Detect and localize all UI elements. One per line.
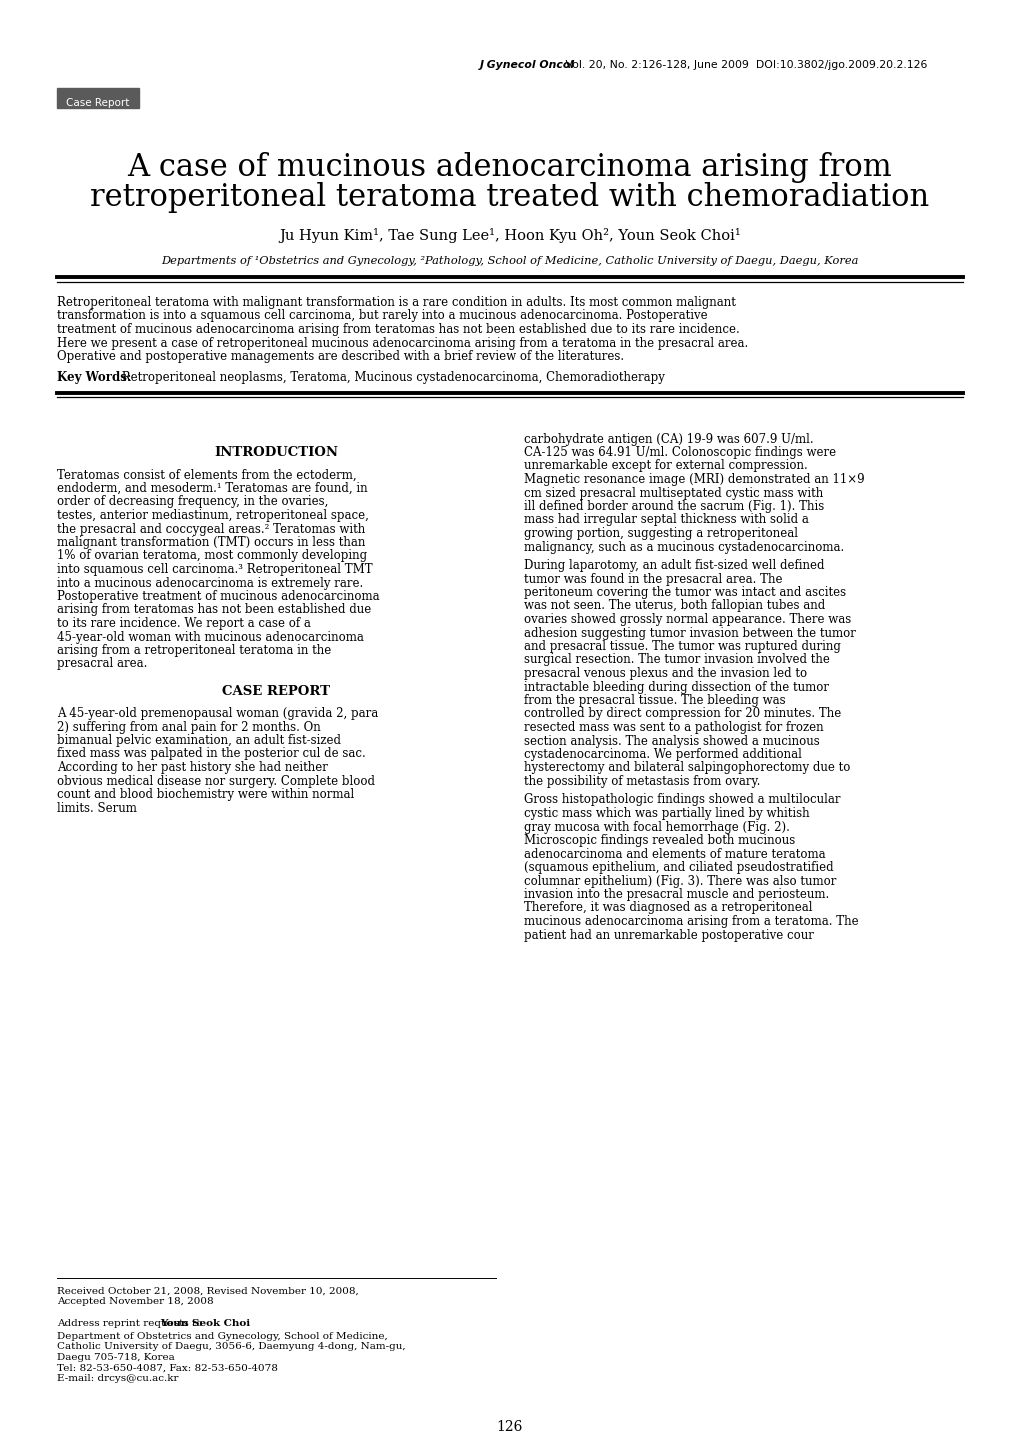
Text: limits. Serum: limits. Serum: [57, 802, 137, 815]
Text: and presacral tissue. The tumor was ruptured during: and presacral tissue. The tumor was rupt…: [524, 640, 840, 653]
Text: Ju Hyun Kim¹, Tae Sung Lee¹, Hoon Kyu Oh², Youn Seok Choi¹: Ju Hyun Kim¹, Tae Sung Lee¹, Hoon Kyu Oh…: [279, 228, 740, 244]
Text: Youn Seok Choi: Youn Seok Choi: [160, 1319, 250, 1328]
Text: fixed mass was palpated in the posterior cul de sac.: fixed mass was palpated in the posterior…: [57, 747, 366, 760]
Text: Therefore, it was diagnosed as a retroperitoneal: Therefore, it was diagnosed as a retrope…: [524, 901, 812, 914]
Text: intractable bleeding during dissection of the tumor: intractable bleeding during dissection o…: [524, 681, 828, 694]
Text: patient had an unremarkable postoperative cour: patient had an unremarkable postoperativ…: [524, 929, 813, 942]
Text: malignant transformation (TMT) occurs in less than: malignant transformation (TMT) occurs in…: [57, 536, 365, 549]
Text: According to her past history she had neither: According to her past history she had ne…: [57, 761, 327, 774]
Text: treatment of mucinous adenocarcinoma arising from teratomas has not been establi: treatment of mucinous adenocarcinoma ari…: [57, 323, 739, 336]
Text: carbohydrate antigen (CA) 19-9 was 607.9 U/ml.: carbohydrate antigen (CA) 19-9 was 607.9…: [524, 433, 813, 446]
Text: Received October 21, 2008, Revised November 10, 2008,
Accepted November 18, 2008: Received October 21, 2008, Revised Novem…: [57, 1288, 359, 1306]
Text: malignancy, such as a mucinous cystadenocarcinoma.: malignancy, such as a mucinous cystadeno…: [524, 541, 844, 554]
Text: unremarkable except for external compression.: unremarkable except for external compres…: [524, 460, 807, 473]
Text: ovaries showed grossly normal appearance. There was: ovaries showed grossly normal appearance…: [524, 613, 851, 626]
Text: into a mucinous adenocarcinoma is extremely rare.: into a mucinous adenocarcinoma is extrem…: [57, 577, 363, 590]
Text: cystic mass which was partially lined by whitish: cystic mass which was partially lined by…: [524, 808, 809, 820]
Text: INTRODUCTION: INTRODUCTION: [214, 447, 338, 460]
Text: adhesion suggesting tumor invasion between the tumor: adhesion suggesting tumor invasion betwe…: [524, 626, 855, 639]
Text: controlled by direct compression for 20 minutes. The: controlled by direct compression for 20 …: [524, 708, 841, 721]
Text: Microscopic findings revealed both mucinous: Microscopic findings revealed both mucin…: [524, 833, 795, 846]
Text: 45-year-old woman with mucinous adenocarcinoma: 45-year-old woman with mucinous adenocar…: [57, 630, 364, 643]
Text: A case of mucinous adenocarcinoma arising from: A case of mucinous adenocarcinoma arisin…: [127, 151, 892, 183]
Text: Vol. 20, No. 2:126-128, June 2009  DOI:10.3802/jgo.2009.20.2.126: Vol. 20, No. 2:126-128, June 2009 DOI:10…: [561, 61, 926, 71]
Text: endoderm, and mesoderm.¹ Teratomas are found, in: endoderm, and mesoderm.¹ Teratomas are f…: [57, 482, 367, 495]
Text: count and blood biochemistry were within normal: count and blood biochemistry were within…: [57, 787, 354, 800]
Text: ill defined border around the sacrum (Fig. 1). This: ill defined border around the sacrum (Fi…: [524, 500, 823, 513]
Text: to its rare incidence. We report a case of a: to its rare incidence. We report a case …: [57, 617, 311, 630]
Text: tumor was found in the presacral area. The: tumor was found in the presacral area. T…: [524, 572, 782, 585]
Text: adenocarcinoma and elements of mature teratoma: adenocarcinoma and elements of mature te…: [524, 848, 824, 861]
Text: A 45-year-old premenopausal woman (gravida 2, para: A 45-year-old premenopausal woman (gravi…: [57, 707, 378, 720]
Text: obvious medical disease nor surgery. Complete blood: obvious medical disease nor surgery. Com…: [57, 774, 375, 787]
Text: bimanual pelvic examination, an adult fist-sized: bimanual pelvic examination, an adult fi…: [57, 734, 340, 747]
Text: Gross histopathologic findings showed a multilocular: Gross histopathologic findings showed a …: [524, 793, 840, 806]
Text: Department of Obstetrics and Gynecology, School of Medicine,
Catholic University: Department of Obstetrics and Gynecology,…: [57, 1332, 406, 1383]
Text: arising from teratomas has not been established due: arising from teratomas has not been esta…: [57, 604, 371, 617]
Text: CA-125 was 64.91 U/ml. Colonoscopic findings were: CA-125 was 64.91 U/ml. Colonoscopic find…: [524, 446, 836, 459]
Text: Postoperative treatment of mucinous adenocarcinoma: Postoperative treatment of mucinous aden…: [57, 590, 379, 603]
Text: Here we present a case of retroperitoneal mucinous adenocarcinoma arising from a: Here we present a case of retroperitonea…: [57, 336, 748, 349]
Text: growing portion, suggesting a retroperitoneal: growing portion, suggesting a retroperit…: [524, 526, 797, 539]
Text: the presacral and coccygeal areas.² Teratomas with: the presacral and coccygeal areas.² Tera…: [57, 522, 365, 535]
Text: retroperitoneal teratoma treated with chemoradiation: retroperitoneal teratoma treated with ch…: [91, 182, 928, 213]
Text: Operative and postoperative managements are described with a brief review of the: Operative and postoperative managements …: [57, 350, 624, 363]
Text: J Gynecol Oncol: J Gynecol Oncol: [480, 61, 575, 71]
Text: gray mucosa with focal hemorrhage (Fig. 2).: gray mucosa with focal hemorrhage (Fig. …: [524, 820, 789, 833]
Text: Departments of ¹Obstetrics and Gynecology, ²Pathology, School of Medicine, Catho: Departments of ¹Obstetrics and Gynecolog…: [161, 257, 858, 265]
FancyBboxPatch shape: [57, 88, 139, 108]
Text: Key Words:: Key Words:: [57, 371, 131, 384]
Text: cystadenocarcinoma. We performed additional: cystadenocarcinoma. We performed additio…: [524, 748, 801, 761]
Text: into squamous cell carcinoma.³ Retroperitoneal TMT: into squamous cell carcinoma.³ Retroperi…: [57, 562, 372, 575]
Text: Retroperitoneal neoplasms, Teratoma, Mucinous cystadenocarcinoma, Chemoradiother: Retroperitoneal neoplasms, Teratoma, Muc…: [118, 371, 664, 384]
Text: arising from a retroperitoneal teratoma in the: arising from a retroperitoneal teratoma …: [57, 645, 331, 658]
Text: order of decreasing frequency, in the ovaries,: order of decreasing frequency, in the ov…: [57, 496, 328, 509]
Text: section analysis. The analysis showed a mucinous: section analysis. The analysis showed a …: [524, 734, 819, 747]
Text: During laparotomy, an adult fist-sized well defined: During laparotomy, an adult fist-sized w…: [524, 559, 823, 572]
Text: Retroperitoneal teratoma with malignant transformation is a rare condition in ad: Retroperitoneal teratoma with malignant …: [57, 296, 735, 309]
Text: surgical resection. The tumor invasion involved the: surgical resection. The tumor invasion i…: [524, 653, 829, 666]
Text: Magnetic resonance image (MRI) demonstrated an 11×9: Magnetic resonance image (MRI) demonstra…: [524, 473, 864, 486]
Text: mucinous adenocarcinoma arising from a teratoma. The: mucinous adenocarcinoma arising from a t…: [524, 916, 858, 929]
Text: testes, anterior mediastinum, retroperitoneal space,: testes, anterior mediastinum, retroperit…: [57, 509, 369, 522]
Text: mass had irregular septal thickness with solid a: mass had irregular septal thickness with…: [524, 513, 808, 526]
Text: Teratomas consist of elements from the ectoderm,: Teratomas consist of elements from the e…: [57, 469, 357, 482]
Text: the possibility of metastasis from ovary.: the possibility of metastasis from ovary…: [524, 774, 759, 787]
Text: peritoneum covering the tumor was intact and ascites: peritoneum covering the tumor was intact…: [524, 585, 846, 598]
Text: (squamous epithelium, and ciliated pseudostratified: (squamous epithelium, and ciliated pseud…: [524, 861, 833, 874]
Text: cm sized presacral multiseptated cystic mass with: cm sized presacral multiseptated cystic …: [524, 486, 822, 499]
Text: invasion into the presacral muscle and periosteum.: invasion into the presacral muscle and p…: [524, 888, 828, 901]
Text: 2) suffering from anal pain for 2 months. On: 2) suffering from anal pain for 2 months…: [57, 721, 320, 734]
Text: Address reprint requests to: Address reprint requests to: [57, 1319, 206, 1328]
Text: transformation is into a squamous cell carcinoma, but rarely into a mucinous ade: transformation is into a squamous cell c…: [57, 310, 707, 323]
Text: presacral venous plexus and the invasion led to: presacral venous plexus and the invasion…: [524, 668, 806, 681]
Text: CASE REPORT: CASE REPORT: [222, 685, 330, 698]
Text: from the presacral tissue. The bleeding was: from the presacral tissue. The bleeding …: [524, 694, 785, 707]
Text: resected mass was sent to a pathologist for frozen: resected mass was sent to a pathologist …: [524, 721, 822, 734]
Text: Case Report: Case Report: [66, 98, 129, 108]
Text: columnar epithelium) (Fig. 3). There was also tumor: columnar epithelium) (Fig. 3). There was…: [524, 874, 836, 887]
Text: 1% of ovarian teratoma, most commonly developing: 1% of ovarian teratoma, most commonly de…: [57, 549, 367, 562]
Text: hysterectomy and bilateral salpingophorectomy due to: hysterectomy and bilateral salpingophore…: [524, 761, 850, 774]
Text: was not seen. The uterus, both fallopian tubes and: was not seen. The uterus, both fallopian…: [524, 600, 824, 613]
Text: presacral area.: presacral area.: [57, 658, 147, 671]
Text: 126: 126: [496, 1420, 523, 1433]
